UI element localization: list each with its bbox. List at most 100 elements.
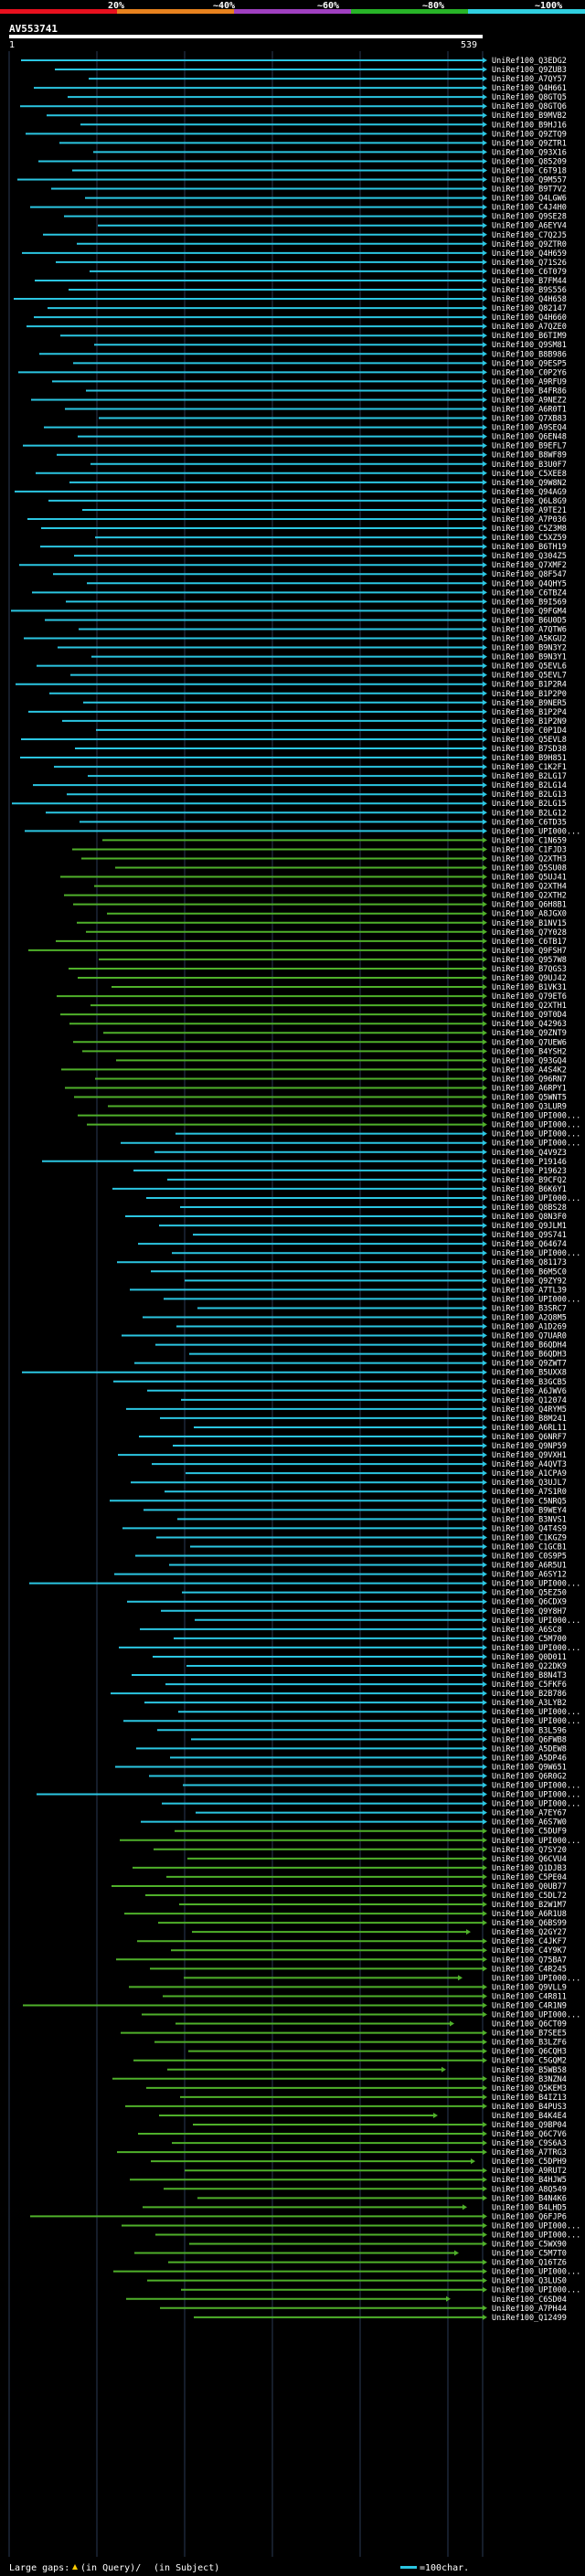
subject-id-label[interactable]: UniRef100_Q7XMF2: [492, 561, 567, 570]
subject-id-label[interactable]: UniRef100_C6SD04: [492, 2295, 567, 2305]
subject-id-label[interactable]: UniRef100_Q5UJ41: [492, 874, 567, 883]
subject-id-label[interactable]: UniRef100_Q9T0D4: [492, 1011, 567, 1020]
subject-id-label[interactable]: UniRef100_C1GCB1: [492, 1542, 567, 1552]
subject-id-label[interactable]: UniRef100_B8N4T3: [492, 1671, 567, 1680]
subject-id-label[interactable]: UniRef100_C1FJD3: [492, 845, 567, 854]
subject-id-label[interactable]: UniRef100_B3L596: [492, 1726, 567, 1735]
subject-id-label[interactable]: UniRef100_B2LG17: [492, 772, 567, 781]
subject-id-label[interactable]: UniRef100_A6EYV4: [492, 222, 567, 231]
subject-id-label[interactable]: UniRef100_A6SC8: [492, 1626, 562, 1635]
subject-id-label[interactable]: UniRef100_Q0D011: [492, 1653, 567, 1662]
subject-id-label[interactable]: UniRef100_Q957W8: [492, 956, 567, 965]
subject-id-label[interactable]: UniRef100_B4FR86: [492, 387, 567, 396]
subject-id-label[interactable]: UniRef100_UPI000...: [492, 1121, 580, 1130]
subject-id-label[interactable]: UniRef100_B1VK31: [492, 983, 567, 992]
subject-id-label[interactable]: UniRef100_A7QZE0: [492, 323, 567, 332]
subject-id-label[interactable]: UniRef100_Q9ESP5: [492, 359, 567, 368]
subject-id-label[interactable]: UniRef100_B2LG14: [492, 781, 567, 790]
subject-id-label[interactable]: UniRef100_A6JWV6: [492, 1387, 567, 1396]
subject-id-label[interactable]: UniRef100_A1D269: [492, 1323, 567, 1332]
subject-id-label[interactable]: UniRef100_Q3LUS0: [492, 2277, 567, 2286]
subject-id-label[interactable]: UniRef100_Q4H659: [492, 249, 567, 259]
subject-id-label[interactable]: UniRef100_B6QDH3: [492, 1351, 567, 1360]
subject-id-label[interactable]: UniRef100_B1P2N9: [492, 717, 567, 726]
subject-id-label[interactable]: UniRef100_UPI000...: [492, 1717, 580, 1726]
subject-id-label[interactable]: UniRef100_C5WX90: [492, 2241, 567, 2250]
subject-id-label[interactable]: UniRef100_UPI000...: [492, 1130, 580, 1140]
subject-id-label[interactable]: UniRef100_Q9NP59: [492, 1442, 567, 1451]
subject-id-label[interactable]: UniRef100_Q3EDG2: [492, 57, 567, 66]
subject-id-label[interactable]: UniRef100_A7QY57: [492, 75, 567, 84]
subject-id-label[interactable]: UniRef100_Q6EN48: [492, 433, 567, 442]
subject-id-label[interactable]: UniRef100_Q9ZUB3: [492, 66, 567, 75]
subject-id-label[interactable]: UniRef100_B1P2P4: [492, 708, 567, 717]
subject-id-label[interactable]: UniRef100_UPI000...: [492, 2221, 580, 2231]
subject-id-label[interactable]: UniRef100_B3U0F7: [492, 461, 567, 470]
subject-id-label[interactable]: UniRef100_Q2XTH4: [492, 883, 567, 892]
subject-id-label[interactable]: UniRef100_Q2XTH2: [492, 892, 567, 901]
subject-id-label[interactable]: UniRef100_B7FM44: [492, 277, 567, 286]
subject-id-label[interactable]: UniRef100_C0P2Y6: [492, 368, 567, 377]
subject-id-label[interactable]: UniRef100_Q8GTQ5: [492, 93, 567, 102]
subject-id-label[interactable]: UniRef100_A6R5U1: [492, 1562, 567, 1571]
subject-id-label[interactable]: UniRef100_Q9M557: [492, 176, 567, 186]
subject-id-label[interactable]: UniRef100_A6R0T1: [492, 406, 567, 415]
subject-id-label[interactable]: UniRef100_C5XEE8: [492, 470, 567, 479]
subject-id-label[interactable]: UniRef100_A8JGX0: [492, 910, 567, 919]
subject-id-label[interactable]: UniRef100_C1K2F1: [492, 763, 567, 772]
subject-id-label[interactable]: UniRef100_Q75BA7: [492, 1956, 567, 1965]
subject-id-label[interactable]: UniRef100_Q9ZTR0: [492, 240, 567, 249]
subject-id-label[interactable]: UniRef100_Q82147: [492, 304, 567, 313]
subject-id-label[interactable]: UniRef100_Q7XB83: [492, 415, 567, 424]
subject-id-label[interactable]: UniRef100_Q7UAR0: [492, 1332, 567, 1341]
subject-id-label[interactable]: UniRef100_C6TD35: [492, 818, 567, 827]
subject-id-label[interactable]: UniRef100_P19146: [492, 1158, 567, 1167]
subject-id-label[interactable]: UniRef100_Q9ZTQ9: [492, 130, 567, 139]
subject-id-label[interactable]: UniRef100_Q9S741: [492, 1231, 567, 1240]
subject-id-label[interactable]: UniRef100_B6U0D5: [492, 616, 567, 625]
subject-id-label[interactable]: UniRef100_Q6BS99: [492, 1919, 567, 1928]
subject-id-label[interactable]: UniRef100_B6M5C0: [492, 1267, 567, 1277]
subject-id-label[interactable]: UniRef100_Q2GY27: [492, 1928, 567, 1937]
subject-id-label[interactable]: UniRef100_Q7SY20: [492, 1846, 567, 1855]
subject-id-label[interactable]: UniRef100_B4PUS3: [492, 2103, 567, 2112]
subject-id-label[interactable]: UniRef100_C5DUF9: [492, 1828, 567, 1837]
subject-id-label[interactable]: UniRef100_C5PE04: [492, 1873, 567, 1882]
subject-id-label[interactable]: UniRef100_B2B786: [492, 1690, 567, 1699]
subject-id-label[interactable]: UniRef100_UPI000...: [492, 1800, 580, 1809]
subject-id-label[interactable]: UniRef100_Q9ZNT9: [492, 1029, 567, 1038]
subject-id-label[interactable]: UniRef100_UPI000...: [492, 1974, 580, 1983]
subject-id-label[interactable]: UniRef100_Q71S26: [492, 259, 567, 268]
subject-id-label[interactable]: UniRef100_Q4LGW6: [492, 195, 567, 204]
subject-id-label[interactable]: UniRef100_Q6FJP6: [492, 2212, 567, 2221]
subject-id-label[interactable]: UniRef100_B5UXX8: [492, 1369, 567, 1378]
subject-id-label[interactable]: UniRef100_Q7UEW6: [492, 1038, 567, 1047]
subject-id-label[interactable]: UniRef100_UPI000...: [492, 1617, 580, 1626]
subject-id-label[interactable]: UniRef100_C5XZ59: [492, 534, 567, 543]
subject-id-label[interactable]: UniRef100_C4JKF7: [492, 1937, 567, 1946]
subject-id-label[interactable]: UniRef100_UPI000...: [492, 1194, 580, 1203]
subject-id-label[interactable]: UniRef100_A3LYB2: [492, 1699, 567, 1708]
subject-id-label[interactable]: UniRef100_B3GCB5: [492, 1378, 567, 1387]
subject-id-label[interactable]: UniRef100_C6T918: [492, 166, 567, 175]
subject-id-label[interactable]: UniRef100_C5Z3M8: [492, 525, 567, 534]
subject-id-label[interactable]: UniRef100_A8Q549: [492, 2185, 567, 2194]
subject-id-label[interactable]: UniRef100_Q4QHY5: [492, 579, 567, 588]
subject-id-label[interactable]: UniRef100_B3SRC7: [492, 1304, 567, 1313]
subject-id-label[interactable]: UniRef100_C5DL72: [492, 1892, 567, 1901]
subject-id-label[interactable]: UniRef100_A6RPY1: [492, 1084, 567, 1093]
subject-id-label[interactable]: UniRef100_UPI000...: [492, 2286, 580, 2295]
subject-id-label[interactable]: UniRef100_C5DPH9: [492, 2157, 567, 2167]
subject-id-label[interactable]: UniRef100_B6QDH4: [492, 1341, 567, 1351]
subject-id-label[interactable]: UniRef100_Q9Y8H7: [492, 1607, 567, 1617]
subject-id-label[interactable]: UniRef100_C0S9P5: [492, 1553, 567, 1562]
subject-id-label[interactable]: UniRef100_Q93X16: [492, 148, 567, 157]
subject-id-label[interactable]: UniRef100_C5FKF6: [492, 1680, 567, 1690]
subject-id-label[interactable]: UniRef100_A9RFU9: [492, 377, 567, 387]
subject-id-label[interactable]: UniRef100_Q8N3F0: [492, 1213, 567, 1222]
subject-id-label[interactable]: UniRef100_Q6CDX9: [492, 1598, 567, 1607]
subject-id-label[interactable]: UniRef100_B3NZN4: [492, 2075, 567, 2084]
subject-id-label[interactable]: UniRef100_A6SY12: [492, 1571, 567, 1580]
subject-id-label[interactable]: UniRef100_B9H851: [492, 754, 567, 763]
subject-id-label[interactable]: UniRef100_B9S556: [492, 286, 567, 295]
